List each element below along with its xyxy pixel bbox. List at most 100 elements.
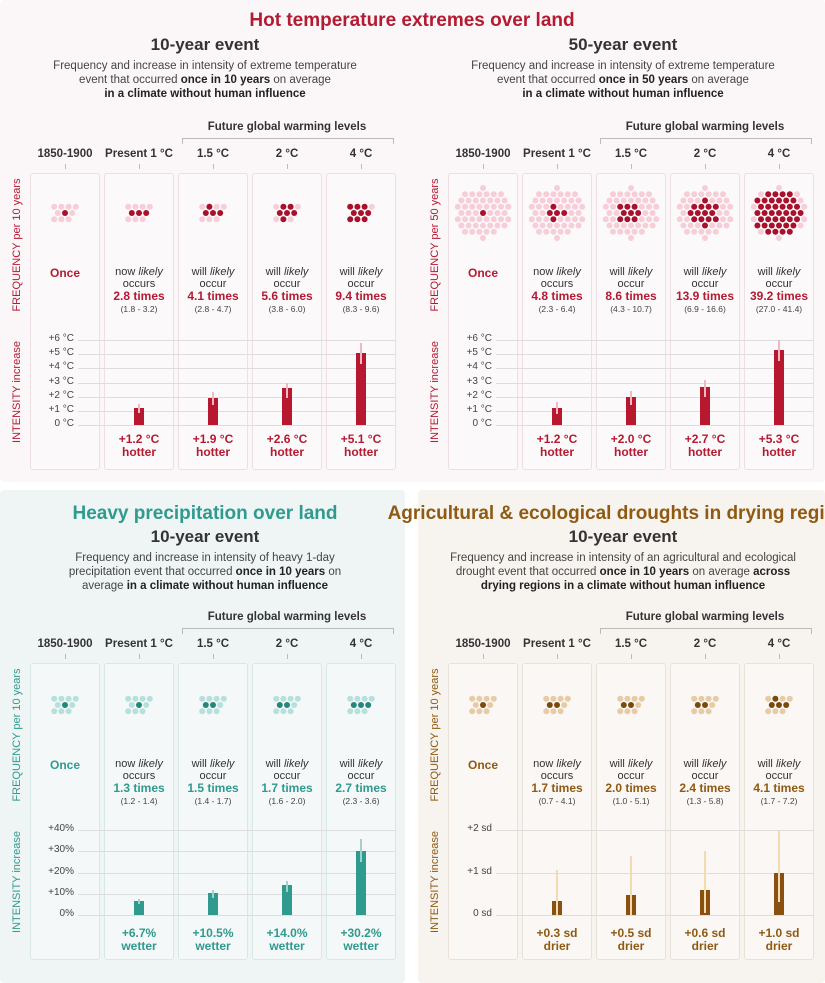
frequency-text: now likely occurs 1.3 times (1.2 - 1.4) xyxy=(113,758,164,807)
event-dot xyxy=(65,216,72,223)
description-line: event that occurred once in 50 years on … xyxy=(497,74,749,86)
y-tick-label: +20% xyxy=(48,865,74,877)
event-dot xyxy=(646,216,652,223)
event-dot xyxy=(206,216,213,223)
times-range: (2.8 - 4.7) xyxy=(194,304,232,314)
event-dot xyxy=(801,216,808,223)
y-tick-label: +4 °C xyxy=(48,361,74,373)
event-dot xyxy=(709,702,716,708)
event-dot xyxy=(716,197,723,204)
frequency-dot-cluster xyxy=(602,184,660,242)
event-dot-filled xyxy=(790,222,797,229)
event-dot-filled xyxy=(758,203,764,210)
event-dot-filled xyxy=(347,216,354,223)
error-whisker xyxy=(212,392,214,406)
future-levels-bracket xyxy=(182,628,394,634)
event-dot xyxy=(462,216,468,223)
event-dot xyxy=(472,210,479,216)
event-dot xyxy=(65,203,72,210)
event-dot xyxy=(628,222,634,229)
event-dot-filled xyxy=(797,210,804,216)
column-label: 1.5 °C xyxy=(614,638,648,650)
likelihood-line: will likely xyxy=(335,266,386,278)
frequency-text: now likely occurs 2.8 times (1.8 - 3.2) xyxy=(113,266,164,315)
event-dot-filled xyxy=(776,197,782,204)
description-line: event that occurred once in 10 years on … xyxy=(79,74,331,86)
likelihood-word: will xyxy=(683,758,702,770)
event-dot xyxy=(54,210,61,216)
event-dot-filled xyxy=(694,702,701,708)
event-dot-filled xyxy=(772,203,779,210)
event-dot xyxy=(572,216,578,223)
intensity-label: +14.0% wetter xyxy=(266,927,307,953)
axis-label-bold: FREQUENCY xyxy=(429,732,441,802)
intensity-axis-label: INTENSITY increase xyxy=(11,831,23,933)
event-dot-filled xyxy=(287,203,294,210)
event-dot xyxy=(483,695,490,702)
event-dot-filled xyxy=(480,702,486,708)
likelihood-word: will xyxy=(265,266,284,278)
frequency-dot-cluster xyxy=(199,695,227,715)
likelihood-line: will likely xyxy=(679,758,730,770)
event-dot xyxy=(291,702,298,708)
future-levels-bracket xyxy=(600,628,812,634)
event-dot-filled xyxy=(772,228,779,235)
event-dot xyxy=(132,203,139,210)
baseline-once: Once xyxy=(467,758,499,772)
intensity-value: +30.2% xyxy=(340,926,382,940)
event-dot-filled xyxy=(635,210,642,216)
event-dot xyxy=(51,708,58,715)
event-dot-filled xyxy=(702,197,708,204)
y-tick-label: +1 °C xyxy=(466,403,492,415)
error-whisker xyxy=(286,382,288,399)
gridline xyxy=(78,382,396,384)
y-tick-label: +4 °C xyxy=(466,361,492,373)
event-dot-filled xyxy=(354,216,361,223)
event-dot xyxy=(480,222,486,229)
column-tick xyxy=(287,164,288,169)
event-dot xyxy=(143,702,150,708)
event-dot xyxy=(550,191,557,198)
frequency-dot-cluster xyxy=(273,695,301,715)
error-whisker xyxy=(138,899,140,905)
column-label: 4 °C xyxy=(349,148,373,160)
event-dot xyxy=(646,191,652,198)
column-label: 4 °C xyxy=(767,148,791,160)
event-dot xyxy=(712,191,719,198)
event-dot xyxy=(684,191,690,198)
event-dot xyxy=(476,203,483,210)
event-dot xyxy=(649,210,656,216)
event-dot xyxy=(680,210,687,216)
event-dot xyxy=(539,222,546,229)
event-dot xyxy=(550,228,557,235)
event-dot xyxy=(125,695,132,702)
event-dot xyxy=(638,203,645,210)
column-tick xyxy=(361,164,362,169)
event-dot xyxy=(54,702,61,708)
frequency-text: will likely occur 9.4 times (8.3 - 9.6) xyxy=(335,266,386,315)
event-dot xyxy=(65,708,72,715)
column-tick xyxy=(139,654,140,659)
likelihood-word: now xyxy=(533,266,557,278)
gridline xyxy=(496,340,814,341)
event-dot xyxy=(723,197,730,204)
event-dot-filled xyxy=(280,216,287,223)
event-dot-filled xyxy=(754,222,761,229)
axis-label-bold: FREQUENCY xyxy=(11,242,23,312)
gridline xyxy=(496,410,814,412)
occur-word: occur xyxy=(765,278,793,290)
gridline xyxy=(78,425,396,426)
event-dot xyxy=(58,708,65,715)
event-dot-filled xyxy=(550,203,557,210)
error-whisker xyxy=(212,889,214,898)
event-dot xyxy=(280,695,287,702)
event-dot-filled xyxy=(361,216,368,223)
event-dot xyxy=(287,216,294,223)
column-label: Present 1 °C xyxy=(105,638,173,650)
event-dot xyxy=(480,197,486,204)
intensity-value: +2.7 °C xyxy=(684,432,726,446)
likely-word: likely xyxy=(775,266,801,278)
panel-title: Agricultural & ecological droughts in dr… xyxy=(387,503,825,524)
y-tick-label: +2 °C xyxy=(48,389,74,401)
column-label: Present 1 °C xyxy=(523,148,591,160)
